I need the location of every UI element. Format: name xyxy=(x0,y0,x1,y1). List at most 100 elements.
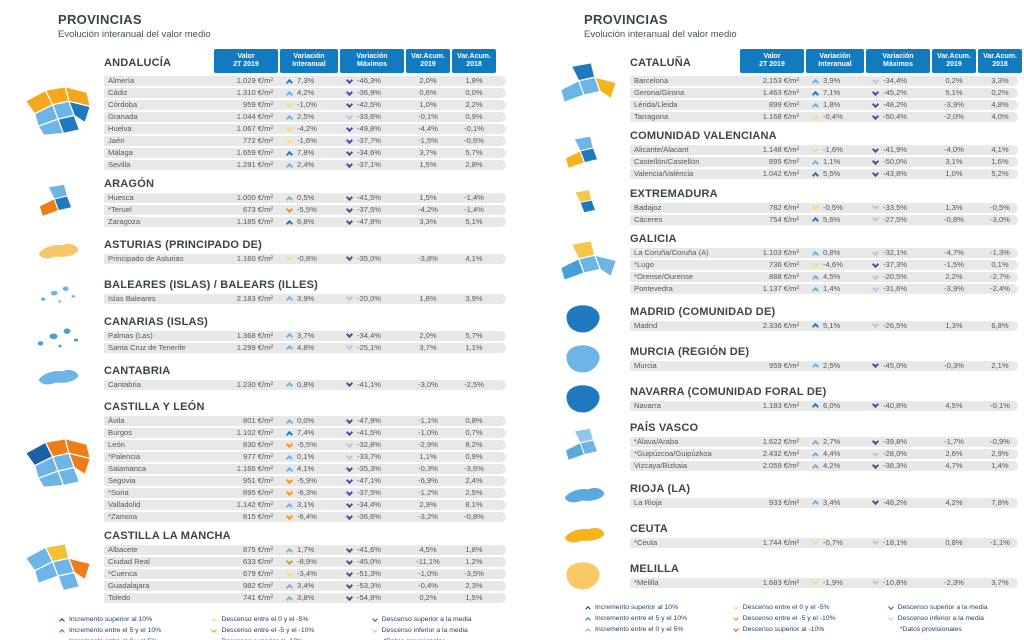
variacion-interanual-cell: -1,0% xyxy=(280,100,338,110)
variacion-maximos-cell: -37,1% xyxy=(340,160,404,170)
province-name: Cantabria xyxy=(108,379,141,389)
var-acum-2019-cell: -0,3% xyxy=(944,360,964,370)
trend-down-icon xyxy=(345,593,354,601)
region-title: MADRID (COMUNIDAD DE) xyxy=(630,305,776,318)
table-row-islas-baleares: Islas Baleares 2.183 €/m² 3,9% -20,0% 1,8% 3,… xyxy=(104,293,506,304)
table-row-sevilla: Sevilla 1.291 €/m² 2,4% -37,1% 1,5% 2,8% xyxy=(104,160,506,170)
legend-item-down_low: Descenso entre el 0 y el -5% xyxy=(211,615,372,625)
var-acum-2019-cell: -0,1% xyxy=(418,112,438,121)
var-acum-2019-cell: 4,2% xyxy=(945,497,963,507)
table-row-cuenca: *Cuenca 679 €/m² -3,4% -51,3% -1,0% -3,5% xyxy=(104,569,506,579)
legend-group-col1: Incremento superior al 10% Incremento ent… xyxy=(585,603,734,635)
legend-item-below_avg: Descenso inferior a la media xyxy=(371,626,506,636)
map-cell-madrid-comunidad-de xyxy=(538,302,630,336)
variacion-maximos-value: -28,0% xyxy=(883,449,908,458)
trend-down-icon xyxy=(285,205,294,213)
var-acum-2018-cell: 0,0% xyxy=(465,88,483,97)
map-baleares-islas-balears-illes xyxy=(40,285,76,304)
province-name: *Teruel xyxy=(108,205,132,214)
map-cell-cantabria xyxy=(12,361,104,395)
map-cell-rioja-la xyxy=(538,479,630,513)
variacion-interanual-value: 2,7% xyxy=(823,437,841,446)
var-acum-2019-cell: -3,2% xyxy=(418,512,438,521)
variacion-maximos-value: -42,5% xyxy=(357,100,382,109)
province-name: Madrid xyxy=(634,320,658,330)
legend-item-up_high: Incremento superior al 10% xyxy=(585,603,734,613)
table-row-ceuta: *Ceuta 1.744 €/m² -0,7% -18,1% 0,8% -1,1% xyxy=(630,537,1018,548)
trend-up-icon xyxy=(811,90,820,98)
map-cell-navarra-comunidad-foral-de xyxy=(538,382,630,416)
legend-down-icon xyxy=(371,627,378,633)
variacion-interanual-value: 1,8% xyxy=(823,100,841,109)
trend-down-icon xyxy=(871,360,880,369)
table-row-murcia: Murcia 959 €/m² 2,5% -45,0% -0,3% 2,1% xyxy=(630,360,1018,371)
legend-up-icon xyxy=(585,617,591,623)
table-row-palencia: *Palencia 977 €/m² 0,1% -33,7% 1,1% 0,9% xyxy=(104,452,506,462)
var-acum-2018-cell: 1,2% xyxy=(465,557,483,566)
var-acum-2018-cell: 1,4% xyxy=(991,461,1009,470)
legend-up-icon xyxy=(59,618,65,624)
variacion-maximos-cell: -41,5% xyxy=(340,193,404,203)
legend-down-icon xyxy=(371,616,378,622)
valor-cell: 1.299 €/m² xyxy=(236,342,273,352)
map-aragon xyxy=(38,183,72,217)
var-acum-2018-cell: -3,6% xyxy=(464,464,484,473)
legend-label: Incremento entre el 0 y el 5% xyxy=(69,637,157,640)
valor-cell: 933 €/m² xyxy=(769,497,799,507)
variacion-maximos-cell: -35,3% xyxy=(340,464,404,474)
table-row-lugo: *Lugo 736 €/m² -4,6% -37,3% -1,5% 0,1% xyxy=(630,260,1018,270)
legend-label: Incremento superior al 10% xyxy=(595,604,679,611)
var-acum-2018-cell: 4,8% xyxy=(991,100,1009,109)
trend-up-icon xyxy=(285,78,294,86)
map-castilla-y-leon xyxy=(24,437,92,488)
valor-cell: 830 €/m² xyxy=(243,440,273,449)
var-acum-2018-cell: 5,7% xyxy=(465,148,483,157)
variacion-maximos-value: -31,6% xyxy=(883,284,908,293)
valor-cell: 1.148 €/m² xyxy=(762,145,799,154)
region-title: PAÍS VASCO xyxy=(630,422,699,434)
province-name: *Melilla xyxy=(634,577,659,587)
map-cell-castilla-la-mancha xyxy=(12,540,104,596)
valor-cell: 1.185 €/m² xyxy=(236,217,273,226)
table-row-toledo: Toledo 741 €/m² 3,8% -54,8% 0,2% 1,5% xyxy=(104,593,506,603)
variacion-interanual-value: 2,4% xyxy=(297,160,315,169)
table-row-ciudad-real: Ciudad Real 633 €/m² -8,9% -45,0% -11,1% 1,2% xyxy=(104,557,506,567)
province-name: Alicante/Alacant xyxy=(634,145,689,154)
var-acum-2019-cell: 1,3% xyxy=(945,202,963,212)
trend-up-icon xyxy=(811,159,820,167)
legend-item-up_high: Incremento superior al 10% xyxy=(59,615,212,625)
variacion-maximos-cell: -27,5% xyxy=(866,215,930,225)
trend-down-icon xyxy=(871,497,880,506)
var-acum-2018-cell: 2,8% xyxy=(465,160,483,169)
trend-down-icon xyxy=(345,112,354,120)
var-acum-2018-cell: 5,1% xyxy=(465,217,483,226)
map-cell-castilla-y-leon xyxy=(12,435,104,491)
trend-down-icon xyxy=(285,440,294,448)
province-name: Segovia xyxy=(108,476,136,485)
var-acum-2019-cell: 4,7% xyxy=(945,461,963,470)
section-content-navarra-comunidad-foral-de: NAVARRA (COMUNIDAD FORAL DE) Navarra 1.183… xyxy=(630,386,1018,413)
variacion-maximos-value: -20,0% xyxy=(357,293,382,303)
valor-cell: 1.142 €/m² xyxy=(236,500,273,509)
trend-up-icon xyxy=(285,430,294,438)
trend-down-icon xyxy=(345,293,354,302)
province-name: Jaén xyxy=(108,136,125,145)
trend-up-icon xyxy=(811,250,820,258)
var-acum-2018-cell: 0,1% xyxy=(991,260,1009,269)
variacion-interanual-value: 3,4% xyxy=(823,497,841,507)
variacion-maximos-cell: -45,2% xyxy=(866,88,930,98)
variacion-maximos-cell: -45,0% xyxy=(340,557,404,567)
valor-cell: 679 €/m² xyxy=(243,569,273,578)
table-row-albacete: Albacete 875 €/m² 1,7% -41,6% 4,5% 1,8% xyxy=(104,545,506,555)
region-title: ASTURIAS (PRINCIPADO DE) xyxy=(104,238,262,251)
valor-cell: 899 €/m² xyxy=(769,100,799,109)
legend-down-icon xyxy=(732,626,739,632)
table-row-alicante-alacant: Alicante/Alacant 1.148 €/m² -1,6% -41,9% -4,… xyxy=(630,145,1018,155)
variacion-interanual-value: -6,3% xyxy=(297,488,317,497)
province-name: *Orense/Ourense xyxy=(634,272,694,281)
section-castilla-y-leon: CASTILLA Y LEÓN Ávila 801 €/m² 0,0% -47,9% -1… xyxy=(12,401,506,524)
legend-label: Descenso superior a la media xyxy=(897,604,988,611)
col-header-line2: 2019 xyxy=(420,61,436,68)
map-madrid-comunidad-de xyxy=(565,304,601,334)
var-acum-2019-cell: 3,3% xyxy=(419,217,437,226)
